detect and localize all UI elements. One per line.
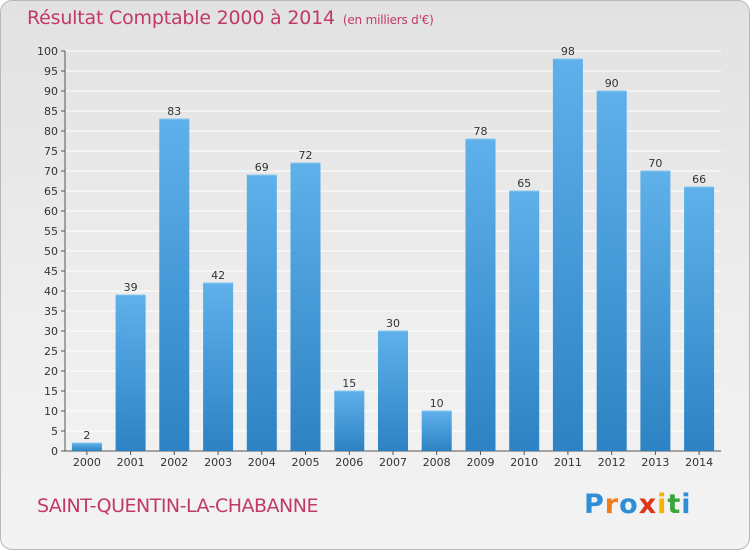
bar: [553, 59, 583, 451]
y-tick-label: 35: [44, 305, 58, 318]
logo-letter: t: [667, 489, 681, 520]
bar: [203, 283, 233, 451]
y-tick-label: 70: [44, 165, 58, 178]
data-label: 83: [167, 105, 181, 118]
bar: [334, 391, 364, 451]
logo-letter: x: [639, 489, 657, 520]
y-tick-label: 75: [44, 145, 58, 158]
y-tick-label: 60: [44, 205, 58, 218]
x-tick-label: 2012: [598, 456, 626, 469]
y-tick-label: 45: [44, 265, 58, 278]
data-label: 39: [124, 281, 138, 294]
data-label: 70: [648, 157, 662, 170]
bar: [509, 191, 539, 451]
commune-name: SAINT-QUENTIN-LA-CHABANNE: [37, 495, 318, 517]
data-label: 90: [605, 77, 619, 90]
y-tick-label: 80: [44, 125, 58, 138]
y-tick-label: 15: [44, 385, 58, 398]
x-tick-label: 2001: [117, 456, 145, 469]
x-tick-label: 2002: [160, 456, 188, 469]
y-tick-label: 90: [44, 85, 58, 98]
x-tick-label: 2014: [685, 456, 713, 469]
data-label: 65: [517, 177, 531, 190]
x-tick-label: 2003: [204, 456, 232, 469]
y-tick-label: 100: [37, 45, 58, 58]
x-tick-label: 2009: [467, 456, 495, 469]
x-tick-label: 2005: [292, 456, 320, 469]
y-tick-label: 85: [44, 105, 58, 118]
x-tick-label: 2006: [335, 456, 363, 469]
data-label: 30: [386, 317, 400, 330]
bar: [291, 163, 321, 451]
x-tick-label: 2013: [641, 456, 669, 469]
bar: [378, 331, 408, 451]
x-tick-label: 2000: [73, 456, 101, 469]
bar: [684, 187, 714, 451]
bar: [640, 171, 670, 451]
bar: [247, 175, 277, 451]
data-label: 69: [255, 161, 269, 174]
proxiti-logo: Proxiti: [584, 489, 692, 520]
x-tick-label: 2007: [379, 456, 407, 469]
logo-letter: P: [584, 489, 605, 520]
bar: [159, 119, 189, 451]
data-label: 72: [299, 149, 313, 162]
bar: [466, 139, 496, 451]
bar: [72, 443, 102, 451]
y-tick-label: 65: [44, 185, 58, 198]
y-tick-label: 0: [51, 445, 58, 458]
bar: [116, 295, 146, 451]
x-tick-label: 2010: [510, 456, 538, 469]
y-tick-label: 20: [44, 365, 58, 378]
chart-frame: Résultat Comptable 2000 à 2014 (en millie…: [0, 0, 750, 550]
y-tick-label: 30: [44, 325, 58, 338]
data-label: 98: [561, 45, 575, 58]
data-label: 2: [83, 429, 90, 442]
logo-letter: r: [605, 489, 619, 520]
x-tick-label: 2004: [248, 456, 276, 469]
y-tick-label: 40: [44, 285, 58, 298]
y-tick-label: 95: [44, 65, 58, 78]
bar: [597, 91, 627, 451]
data-label: 15: [342, 377, 356, 390]
logo-letter: o: [619, 489, 639, 520]
data-label: 78: [474, 125, 488, 138]
data-label: 10: [430, 397, 444, 410]
y-tick-label: 5: [51, 425, 58, 438]
y-tick-label: 55: [44, 225, 58, 238]
data-label: 66: [692, 173, 706, 186]
bar-chart: 0 5 10 15 20 25 30 35 40 45 50 55 60 65 70 75 80 85 90 95 10…: [1, 1, 750, 550]
x-tick-label: 2008: [423, 456, 451, 469]
x-tick-label: 2011: [554, 456, 582, 469]
y-tick-label: 25: [44, 345, 58, 358]
data-label: 42: [211, 269, 225, 282]
y-tick-label: 10: [44, 405, 58, 418]
logo-letter: i: [681, 489, 691, 520]
logo-letter: i: [657, 489, 667, 520]
bar: [422, 411, 452, 451]
y-tick-label: 50: [44, 245, 58, 258]
